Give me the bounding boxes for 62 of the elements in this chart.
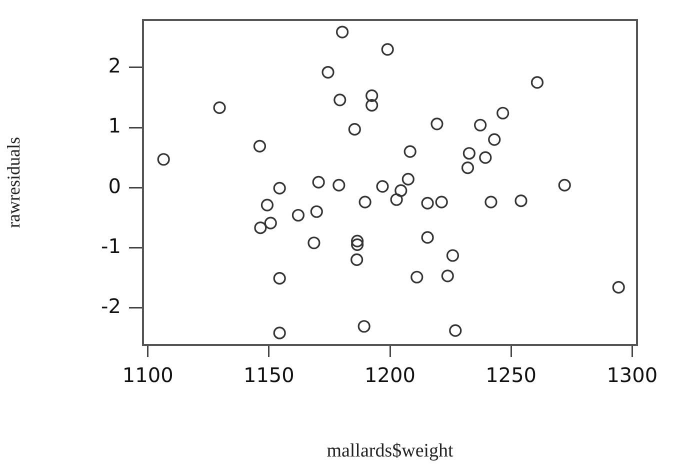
x-tick-label: 1200 (364, 363, 416, 388)
point (446, 249, 460, 262)
y-tick-label: 1 (108, 114, 121, 138)
point (351, 234, 364, 248)
point (332, 178, 346, 192)
point (376, 180, 389, 193)
y-tick-label: -2 (101, 294, 121, 318)
x-axis-title: mallards$weight (326, 440, 454, 462)
point (336, 26, 349, 38)
point (334, 94, 346, 106)
x-tick-label: 1150 (243, 363, 294, 388)
point (514, 194, 528, 208)
point (479, 151, 492, 164)
point (402, 172, 414, 186)
y-tick-label: 2 (108, 54, 121, 78)
point (366, 99, 378, 112)
y-tick-label: 0 (108, 174, 121, 198)
point (449, 324, 462, 337)
point (530, 76, 544, 89)
point (273, 326, 286, 340)
point (404, 145, 416, 158)
point (612, 281, 625, 294)
point (462, 147, 476, 160)
point (213, 101, 226, 114)
point (322, 66, 334, 79)
point (410, 270, 424, 284)
point (358, 196, 372, 208)
point (558, 178, 571, 192)
point (421, 231, 434, 244)
point (366, 89, 378, 102)
point (351, 238, 364, 251)
point (348, 123, 361, 136)
point (484, 196, 498, 208)
point (421, 196, 434, 210)
x-tick-label: 1250 (486, 363, 537, 388)
point (310, 205, 323, 218)
point (474, 118, 487, 132)
point (350, 253, 364, 266)
point (157, 153, 170, 166)
point (394, 184, 408, 197)
point (273, 272, 286, 285)
point (308, 236, 320, 250)
x-tick-label: 1100 (122, 363, 174, 388)
point (461, 161, 474, 174)
point (312, 176, 325, 188)
point (292, 208, 305, 222)
point (254, 222, 267, 234)
point (264, 216, 277, 230)
point (260, 198, 274, 212)
point (496, 106, 510, 120)
point (381, 43, 394, 56)
point (488, 133, 501, 146)
point (253, 140, 266, 152)
point (273, 182, 286, 195)
point (358, 320, 370, 333)
y-tick-label: -1 (101, 234, 121, 258)
point (390, 193, 403, 206)
point (441, 270, 454, 282)
point (435, 196, 448, 208)
y-axis-title: rawresiduals (4, 137, 24, 228)
point (430, 118, 444, 130)
x-tick-label: 1300 (606, 363, 658, 388)
